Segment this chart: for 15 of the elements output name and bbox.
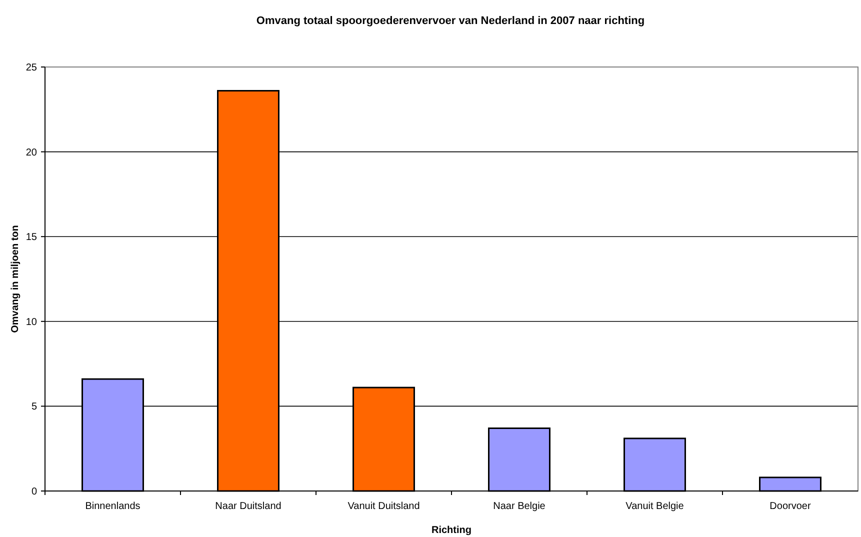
x-tick-label: Doorvoer bbox=[770, 501, 812, 512]
x-axis-title: Richting bbox=[432, 525, 472, 536]
y-tick-label: 5 bbox=[31, 402, 38, 413]
chart-title: Omvang totaal spoorgoederenvervoer van Nederland in 2007 naar richting bbox=[256, 15, 645, 27]
x-tick-label: Vanuit Belgie bbox=[626, 501, 684, 512]
y-tick-label: 10 bbox=[26, 316, 38, 328]
y-tick-label: 15 bbox=[26, 232, 38, 244]
x-tick-label: Naar Duitsland bbox=[215, 501, 282, 512]
x-tick-label: Naar Belgie bbox=[493, 501, 546, 512]
y-tick-label: 0 bbox=[31, 486, 38, 498]
y-axis-title: Omvang in miljoen ton bbox=[10, 225, 21, 333]
x-tick-label: Vanuit Duitsland bbox=[348, 501, 420, 512]
x-tick-label: Binnenlands bbox=[85, 501, 140, 512]
y-tick-label: 20 bbox=[26, 147, 38, 158]
y-tick-label: 25 bbox=[26, 62, 38, 74]
